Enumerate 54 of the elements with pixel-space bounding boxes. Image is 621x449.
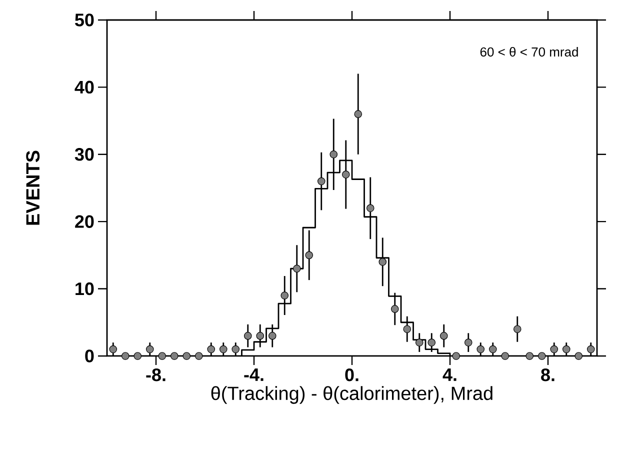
x-axis-title: θ(Tracking) - θ(calorimeter), Mrad	[211, 386, 492, 404]
point	[146, 345, 154, 354]
x-tick-label: 4.	[442, 368, 456, 381]
point	[501, 352, 510, 360]
point	[415, 338, 424, 346]
point	[526, 352, 534, 360]
point	[305, 251, 314, 260]
point	[538, 352, 546, 360]
point	[170, 352, 178, 360]
point	[134, 352, 142, 360]
point	[280, 292, 289, 300]
y-tick-label: 10	[76, 282, 94, 296]
x-tick-label: 0.	[345, 368, 358, 382]
x-tick-label: 8.	[541, 368, 554, 382]
point	[488, 345, 497, 354]
point	[207, 345, 216, 354]
point	[464, 338, 472, 346]
x-tick-label: -8.	[146, 368, 166, 382]
point	[476, 345, 485, 354]
y-tick-label: 40	[74, 80, 94, 94]
y-axis-title: EVENTS	[26, 150, 40, 225]
annotation: 60 < θ < 70 mrad	[480, 47, 578, 57]
point	[354, 110, 362, 118]
point	[268, 332, 276, 340]
point	[219, 345, 228, 354]
point	[378, 258, 387, 266]
point	[513, 325, 522, 334]
point	[292, 264, 301, 273]
point	[452, 352, 460, 360]
x-tick-label: -4.	[244, 368, 264, 381]
point	[121, 352, 130, 360]
point	[342, 170, 350, 178]
point	[232, 345, 240, 354]
point	[366, 204, 374, 212]
point	[550, 345, 558, 354]
point	[256, 332, 264, 340]
point	[390, 305, 399, 313]
point	[440, 332, 448, 340]
point	[330, 150, 338, 158]
point	[182, 352, 191, 360]
point	[317, 177, 326, 186]
y-tick-label: 50	[75, 14, 94, 26]
point	[403, 325, 412, 334]
point	[574, 352, 583, 360]
y-tick-label: 20	[75, 215, 94, 228]
point	[244, 332, 252, 340]
y-tick-label: 30	[74, 148, 94, 161]
y-tick-label: 0	[85, 350, 94, 362]
point	[562, 345, 570, 354]
point	[428, 338, 436, 346]
point	[158, 352, 166, 360]
point	[109, 345, 118, 354]
point	[194, 352, 203, 360]
point	[586, 345, 595, 354]
